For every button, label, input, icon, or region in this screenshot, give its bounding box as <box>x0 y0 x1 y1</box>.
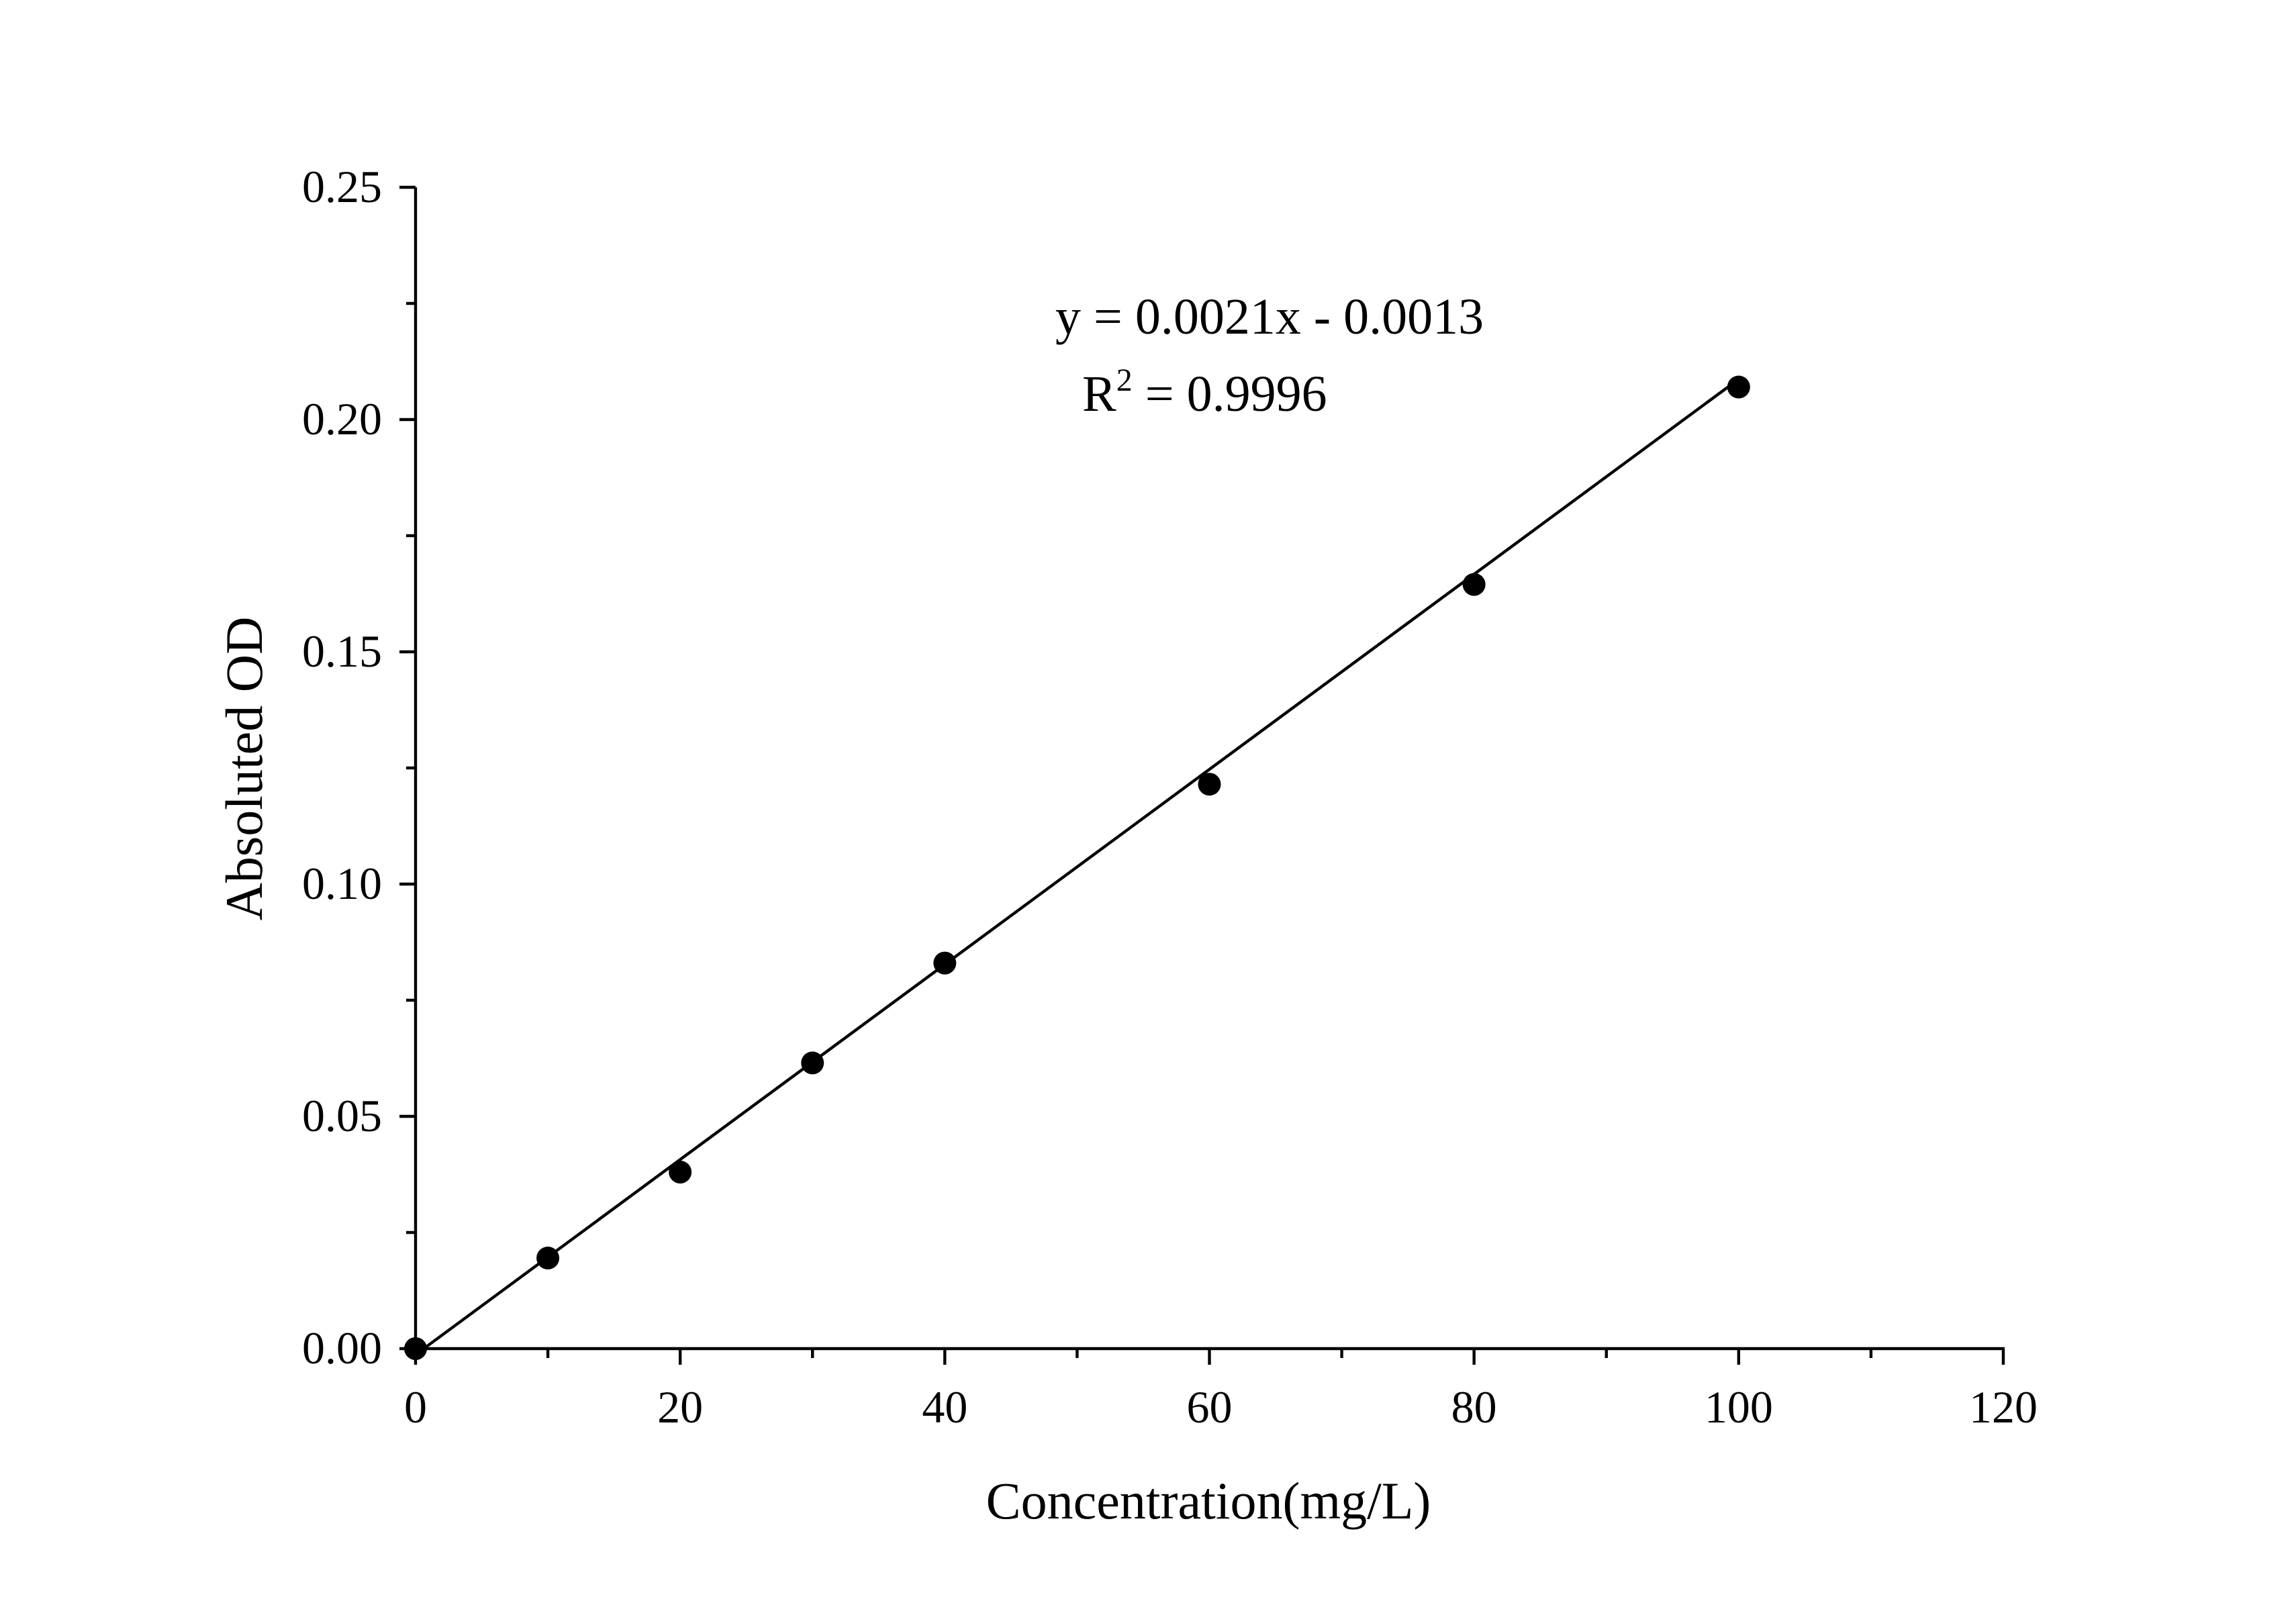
x-tick-label: 60 <box>1187 1382 1233 1433</box>
x-tick-label: 100 <box>1705 1382 1773 1433</box>
data-point <box>404 1337 427 1360</box>
fit-line <box>422 378 1740 1350</box>
r-value: = 0.9996 <box>1133 366 1327 422</box>
x-axis-ticks: 0 20 40 60 80 100 120 <box>404 1349 2038 1433</box>
y-tick-label: 0.15 <box>302 626 382 677</box>
x-axis-title: Concentration(mg/L) <box>986 1471 1431 1530</box>
y-tick-label: 0.00 <box>302 1322 382 1373</box>
y-tick-label: 0.10 <box>302 858 382 909</box>
data-point <box>1462 573 1486 596</box>
r-squared: R2 = 0.9996 <box>1082 362 1327 422</box>
y-tick-label: 0.05 <box>302 1090 382 1141</box>
data-point <box>536 1247 560 1270</box>
fit-equation: y = 0.0021x - 0.0013 <box>1055 289 1484 345</box>
data-points <box>404 375 1750 1360</box>
y-axis-ticks: 0.00 0.05 0.10 0.15 0.20 0.25 <box>302 161 416 1373</box>
y-axis-title: Absoluted OD <box>215 617 273 921</box>
x-tick-label: 0 <box>404 1382 427 1433</box>
x-tick-label: 120 <box>1969 1382 2038 1433</box>
y-tick-label: 0.25 <box>302 161 382 212</box>
data-point <box>933 951 957 975</box>
data-point <box>1198 773 1221 796</box>
data-point <box>1727 375 1750 399</box>
x-tick-label: 40 <box>922 1382 967 1433</box>
data-point <box>669 1161 692 1184</box>
data-point <box>801 1051 824 1075</box>
x-tick-label: 80 <box>1451 1382 1497 1433</box>
trendline-layer <box>422 378 1740 1350</box>
y-tick-label: 0.20 <box>302 393 382 444</box>
x-tick-label: 20 <box>657 1382 703 1433</box>
r-label: R <box>1082 366 1116 422</box>
r-superscript: 2 <box>1116 362 1133 398</box>
